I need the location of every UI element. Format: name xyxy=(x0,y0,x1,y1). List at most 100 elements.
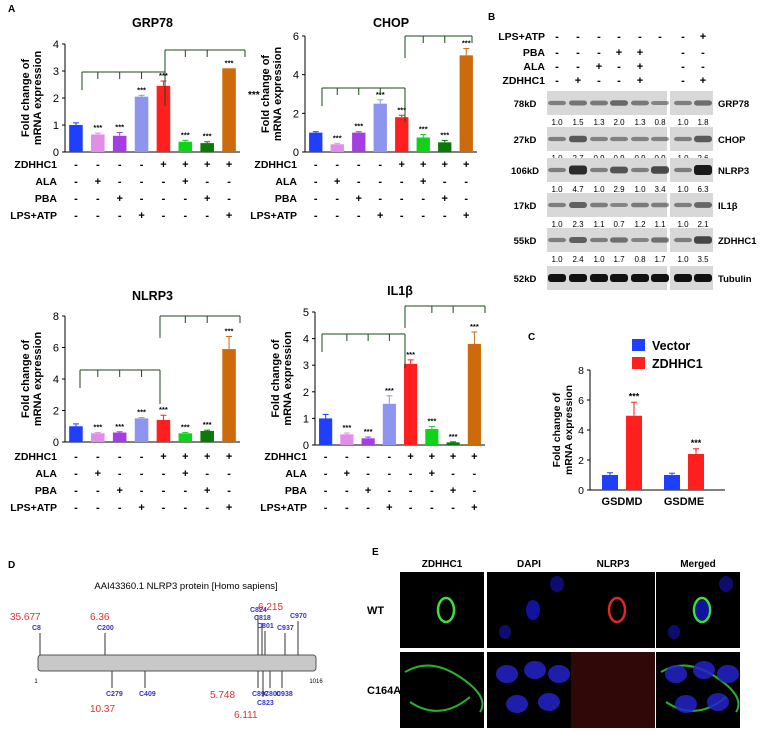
bar xyxy=(459,55,473,153)
treatment-sign: + xyxy=(95,176,101,188)
bar xyxy=(178,141,193,152)
blot-strip xyxy=(547,228,667,252)
significance-mark: *** xyxy=(419,125,428,134)
blot-band xyxy=(694,274,712,282)
cysteine-site: C824 xyxy=(250,607,267,614)
band-quantification: 1.0 xyxy=(551,185,563,194)
band-quantification: 1.0 xyxy=(593,185,605,194)
y-axis-label: Fold change of xyxy=(20,340,32,419)
blot-band xyxy=(651,274,669,282)
treatment-sign: - xyxy=(162,468,166,480)
blot-header-sign: + xyxy=(575,75,581,87)
treatment-sign: - xyxy=(183,210,187,222)
micrograph-background xyxy=(571,572,655,648)
blot-header-sign: - xyxy=(681,47,685,59)
blot-mw-label: 17kD xyxy=(514,201,537,212)
treatment-sign: - xyxy=(464,193,468,205)
treatment-sign: - xyxy=(314,210,318,222)
treatment-sign: - xyxy=(357,210,361,222)
treatment-sign: - xyxy=(118,502,122,514)
treatment-sign: - xyxy=(388,485,392,497)
treatment-sign: - xyxy=(400,176,404,188)
blot-header-sign: - xyxy=(597,31,601,43)
site-score: 10.37 xyxy=(90,704,115,715)
y-tick-label: 0 xyxy=(303,440,309,452)
cysteine-site: C409 xyxy=(139,691,156,698)
blot-band xyxy=(651,100,669,106)
treatment-sign: + xyxy=(160,159,166,171)
treatment-sign: - xyxy=(451,502,455,514)
y-tick-label: 2 xyxy=(578,455,584,467)
treatment-sign: - xyxy=(324,485,328,497)
treatment-sign: + xyxy=(377,210,383,222)
treatment-sign: + xyxy=(386,502,392,514)
treatment-label: ZDHHC1 xyxy=(14,159,57,171)
band-quantification: 1.0 xyxy=(677,255,689,264)
blot-band xyxy=(610,203,628,207)
treatment-sign: - xyxy=(443,210,447,222)
microscopy-row-label: C164A xyxy=(367,685,401,697)
cysteine-site: C279 xyxy=(106,691,123,698)
significance-mark: *** xyxy=(93,423,102,432)
blot-band xyxy=(674,167,692,173)
microscopy-column-label: Merged xyxy=(680,559,716,570)
treatment-sign: - xyxy=(421,210,425,222)
treatment-sign: - xyxy=(118,176,122,188)
bar xyxy=(69,426,83,442)
treatment-sign: - xyxy=(205,176,209,188)
micrograph-background xyxy=(400,652,484,728)
blot-band xyxy=(694,100,712,106)
treatment-sign: + xyxy=(226,502,232,514)
blot-band xyxy=(631,274,649,282)
band-quantification: 2.1 xyxy=(697,220,709,229)
blot-protein-label: GRP78 xyxy=(718,99,749,110)
micrograph xyxy=(656,652,740,728)
panel-label-a: A xyxy=(8,4,15,15)
band-quantification: 1.5 xyxy=(572,118,584,127)
treatment-sign: + xyxy=(182,451,188,463)
blot-header-sign: + xyxy=(637,75,643,87)
blot-band xyxy=(694,165,712,175)
band-quantification: 1.0 xyxy=(634,185,646,194)
band-quantification: 0.8 xyxy=(654,118,666,127)
treatment-sign: - xyxy=(378,159,382,171)
blot-band xyxy=(548,167,566,173)
treatment-sign: - xyxy=(227,176,231,188)
treatment-label: ALA xyxy=(35,468,57,480)
cysteine-site: C897 xyxy=(252,691,269,698)
treatment-sign: - xyxy=(74,468,78,480)
band-quantification: 4.7 xyxy=(572,185,584,194)
y-tick-label: 2 xyxy=(293,108,299,120)
treatment-sign: - xyxy=(357,159,361,171)
treatment-sign: - xyxy=(345,485,349,497)
band-quantification: 1.1 xyxy=(593,220,605,229)
legend-label-vector: Vector xyxy=(652,339,690,353)
treatment-sign: + xyxy=(463,210,469,222)
treatment-sign: + xyxy=(407,451,413,463)
blot-band xyxy=(569,165,587,175)
blot-band xyxy=(569,135,587,143)
blot-band xyxy=(610,136,628,142)
x-tick-label: GSDME xyxy=(664,496,704,508)
green-signal xyxy=(409,696,471,712)
micrograph xyxy=(571,652,655,728)
treatment-label: LPS+ATP xyxy=(260,502,307,514)
y-axis-label: Fold change of xyxy=(260,55,272,134)
bar xyxy=(112,432,127,442)
treatment-sign: - xyxy=(162,210,166,222)
significance-mark: *** xyxy=(137,408,146,417)
treatment-sign: - xyxy=(227,193,231,205)
significance-mark: *** xyxy=(440,130,449,139)
treatment-sign: - xyxy=(140,485,144,497)
treatment-sign: - xyxy=(74,451,78,463)
bar xyxy=(382,403,396,445)
treatment-sign: - xyxy=(227,485,231,497)
treatment-sign: - xyxy=(473,485,477,497)
nucleus xyxy=(506,695,528,713)
blot-header-sign: - xyxy=(555,61,559,73)
treatment-sign: + xyxy=(420,159,426,171)
treatment-sign: - xyxy=(464,176,468,188)
treatment-sign: - xyxy=(430,502,434,514)
